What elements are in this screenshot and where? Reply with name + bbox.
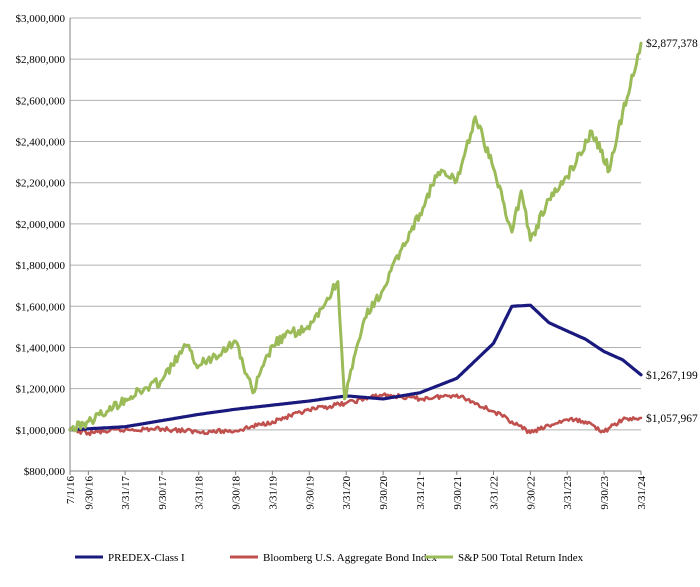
x-tick-label: 7/1/16 [65, 476, 77, 505]
legend: PREDEX-Class I Bloomberg U.S. Aggregate B… [75, 552, 584, 564]
y-tick-label: $2,400,000 [16, 137, 66, 149]
x-tick-label: 3/31/23 [562, 476, 574, 510]
x-tick-label: 9/30/22 [525, 476, 537, 510]
end-value-label: $1,267,199 [646, 369, 698, 382]
series-line-predex-class-i [68, 303, 643, 432]
y-tick-label: $2,600,000 [16, 95, 66, 107]
x-axis-tick-labels: 7/1/16 9/30/16 3/31/17 9/30/17 3/31/18 9/30/1… [65, 476, 648, 510]
x-tick-label: 9/30/21 [452, 476, 464, 510]
y-tick-label: $1,800,000 [16, 260, 66, 272]
x-tick-label: 3/31/20 [341, 476, 353, 510]
series-line-bloomberg-u-s-aggregate-bond-index [68, 392, 643, 437]
x-tick-label: 9/30/16 [83, 476, 95, 510]
y-tick-label: $1,200,000 [16, 384, 66, 396]
x-tick-label: 9/30/19 [304, 476, 316, 510]
y-tick-label: $1,000,000 [16, 425, 66, 437]
y-axis-tick-labels: $800,000 $1,000,000 $1,200,000 $1,400,000 $1… [16, 13, 66, 478]
axes [69, 18, 642, 475]
y-tick-label: $2,000,000 [16, 219, 66, 231]
end-value-label: $2,877,378 [646, 37, 698, 50]
x-tick-label: 9/30/17 [157, 476, 169, 510]
y-tick-label: $1,400,000 [16, 342, 66, 354]
y-tick-label: $3,000,000 [16, 13, 66, 25]
x-tick-label: 3/31/17 [120, 476, 132, 510]
x-tick-label: 3/31/18 [194, 476, 206, 510]
x-tick-label: 9/30/18 [231, 476, 243, 510]
y-tick-label: $2,200,000 [16, 178, 66, 190]
series-lines [68, 41, 643, 437]
x-tick-label: 3/31/19 [267, 476, 279, 510]
end-value-labels: $1,267,199 $1,057,967 $2,877,378 [646, 37, 698, 425]
legend-label: Bloomberg U.S. Aggregate Bond Index [263, 552, 437, 564]
y-tick-label: $1,600,000 [16, 301, 66, 313]
legend-label: S&P 500 Total Return Index [458, 552, 584, 564]
legend-label: PREDEX-Class I [108, 552, 185, 564]
series-line-s-p-500-total-return-index [68, 41, 643, 433]
y-tick-label: $2,800,000 [16, 54, 66, 66]
x-tick-label: 3/31/24 [636, 476, 648, 510]
x-tick-label: 9/30/20 [378, 476, 390, 510]
end-value-label: $1,057,967 [646, 412, 698, 425]
x-tick-label: 3/31/21 [415, 476, 427, 510]
x-tick-label: 9/30/23 [599, 476, 611, 510]
y-tick-label: $800,000 [24, 466, 66, 478]
x-tick-label: 3/31/22 [489, 476, 501, 510]
